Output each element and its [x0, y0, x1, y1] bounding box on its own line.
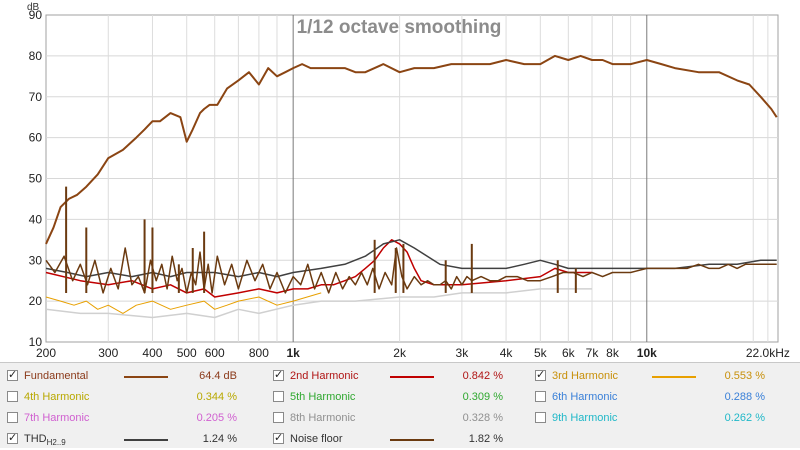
legend-item: Fundamental 64.4 dB — [7, 367, 247, 387]
legend-value: 0.309 % — [462, 391, 503, 403]
legend-swatch — [390, 376, 434, 378]
legend-label: Fundamental — [24, 370, 88, 382]
legend-checkbox[interactable] — [535, 391, 546, 402]
legend-label-text: 5th Harmonic — [290, 391, 356, 403]
legend-item: Noise floor 1.82 % — [273, 430, 513, 450]
series-noise — [45, 247, 777, 294]
legend-item: 6th Harmonic 0.288 % — [535, 388, 775, 408]
legend-label: 3rd Harmonic — [552, 370, 618, 382]
legend-label: THDH2..9 — [24, 433, 66, 447]
x-tick-label: 800 — [249, 346, 269, 360]
legend-item: 9th Harmonic 0.262 % — [535, 409, 775, 429]
legend-label: 2nd Harmonic — [290, 370, 358, 382]
x-tick-label: 4k — [500, 346, 514, 360]
legend-label: 8th Harmonic — [290, 412, 355, 424]
legend-label: 6th Harmonic — [552, 391, 617, 403]
legend-panel: Fundamental 64.4 dB 2nd Harmonic 0.842 % 3rd… — [0, 362, 800, 448]
series-h8 — [45, 288, 592, 319]
legend-checkbox[interactable] — [273, 431, 284, 444]
legend-label-text: 3rd Harmonic — [552, 370, 619, 382]
legend-checkbox[interactable] — [273, 368, 284, 381]
x-tick-label: 7k — [586, 346, 600, 360]
legend-label-text: 4th Harmonic — [24, 391, 90, 403]
x-tick-label: 5k — [534, 346, 548, 360]
legend-label: 9th Harmonic — [552, 412, 617, 424]
legend-checkbox[interactable] — [535, 412, 546, 423]
legend-label-text: THD — [24, 433, 47, 445]
legend-item: 7th Harmonic 0.205 % — [7, 409, 247, 429]
legend-label: 4th Harmonic — [24, 391, 89, 403]
legend-label-text: 7th Harmonic — [24, 412, 90, 424]
y-tick-label: 30 — [29, 253, 43, 267]
legend-swatch — [390, 439, 434, 441]
legend-label-text: Fundamental — [24, 370, 89, 382]
y-axis-ticks: 10 20 30 40 50 60 70 80 90 — [29, 8, 43, 349]
y-tick-label: 80 — [29, 49, 43, 63]
x-tick-label: 6k — [562, 346, 576, 360]
legend-label-subscript: H2..9 — [46, 438, 66, 448]
legend-checkbox[interactable] — [7, 412, 18, 423]
legend-checkbox[interactable] — [273, 391, 284, 402]
y-tick-label: 50 — [29, 172, 43, 186]
legend-swatch — [124, 376, 168, 378]
chart-title: 1/12 octave smoothing — [297, 17, 502, 38]
y-tick-label: 40 — [29, 212, 43, 226]
x-tick-label: 3k — [456, 346, 470, 360]
legend-swatch — [124, 439, 168, 441]
y-tick-label: 60 — [29, 131, 43, 145]
x-tick-label: 2k — [393, 346, 407, 360]
x-tick-label: 1k — [286, 346, 300, 360]
legend-checkbox[interactable] — [7, 368, 18, 381]
x-tick-label: 10k — [637, 346, 657, 360]
x-tick-label: 8k — [606, 346, 620, 360]
series-fundamental — [45, 54, 778, 245]
legend-checkbox[interactable] — [535, 368, 546, 381]
x-tick-label: 300 — [98, 346, 118, 360]
y-tick-label: 70 — [29, 90, 43, 104]
legend-label-text: 2nd Harmonic — [290, 370, 359, 382]
x-tick-label: 500 — [177, 346, 197, 360]
grid-lines — [46, 15, 778, 342]
legend-checkbox[interactable] — [273, 412, 284, 423]
legend-value: 0.262 % — [724, 412, 765, 424]
legend-value: 1.24 % — [202, 433, 237, 445]
y-axis-label: dB — [27, 2, 40, 13]
series-h3 — [45, 292, 322, 314]
legend-label-text: Noise floor — [290, 433, 343, 445]
x-tick-label: 200 — [36, 346, 56, 360]
legend-item: 5th Harmonic 0.309 % — [273, 388, 513, 408]
legend-item: THDH2..9 1.24 % — [7, 430, 247, 450]
legend-value: 0.288 % — [724, 391, 765, 403]
legend-value: 0.344 % — [196, 391, 237, 403]
legend-value: 0.328 % — [462, 412, 503, 424]
x-axis-ticks: 200 300 400 500 600 800 1k 2k 3k 4k 5k 6k 7k 8k 10k 22.… — [36, 346, 790, 360]
legend-checkbox[interactable] — [7, 391, 18, 402]
legend-label-text: 8th Harmonic — [290, 412, 356, 424]
series-lines — [45, 54, 778, 319]
legend-item: 8th Harmonic 0.328 % — [273, 409, 513, 429]
legend-value: 0.553 % — [724, 370, 765, 382]
legend-checkbox[interactable] — [7, 431, 18, 444]
legend-value: 0.205 % — [196, 412, 237, 424]
legend-label: 7th Harmonic — [24, 412, 89, 424]
legend-label-text: 6th Harmonic — [552, 391, 618, 403]
x-tick-label: 600 — [205, 346, 225, 360]
x-tick-label: 400 — [142, 346, 162, 360]
x-tick-label: 22.0kHz — [746, 346, 790, 360]
legend-label: Noise floor — [290, 433, 343, 445]
legend-swatch — [652, 376, 696, 378]
legend-label-text: 9th Harmonic — [552, 412, 618, 424]
legend-item: 3rd Harmonic 0.553 % — [535, 367, 775, 387]
y-tick-label: 90 — [29, 8, 43, 22]
legend-item: 2nd Harmonic 0.842 % — [273, 367, 513, 387]
series-thd — [45, 239, 777, 278]
legend-value: 1.82 % — [468, 433, 503, 445]
legend-value: 64.4 dB — [199, 370, 237, 382]
legend-value: 0.842 % — [462, 370, 503, 382]
y-tick-label: 10 — [29, 335, 43, 349]
legend-item: 4th Harmonic 0.344 % — [7, 388, 247, 408]
y-tick-label: 20 — [29, 294, 43, 308]
legend-label: 5th Harmonic — [290, 391, 355, 403]
